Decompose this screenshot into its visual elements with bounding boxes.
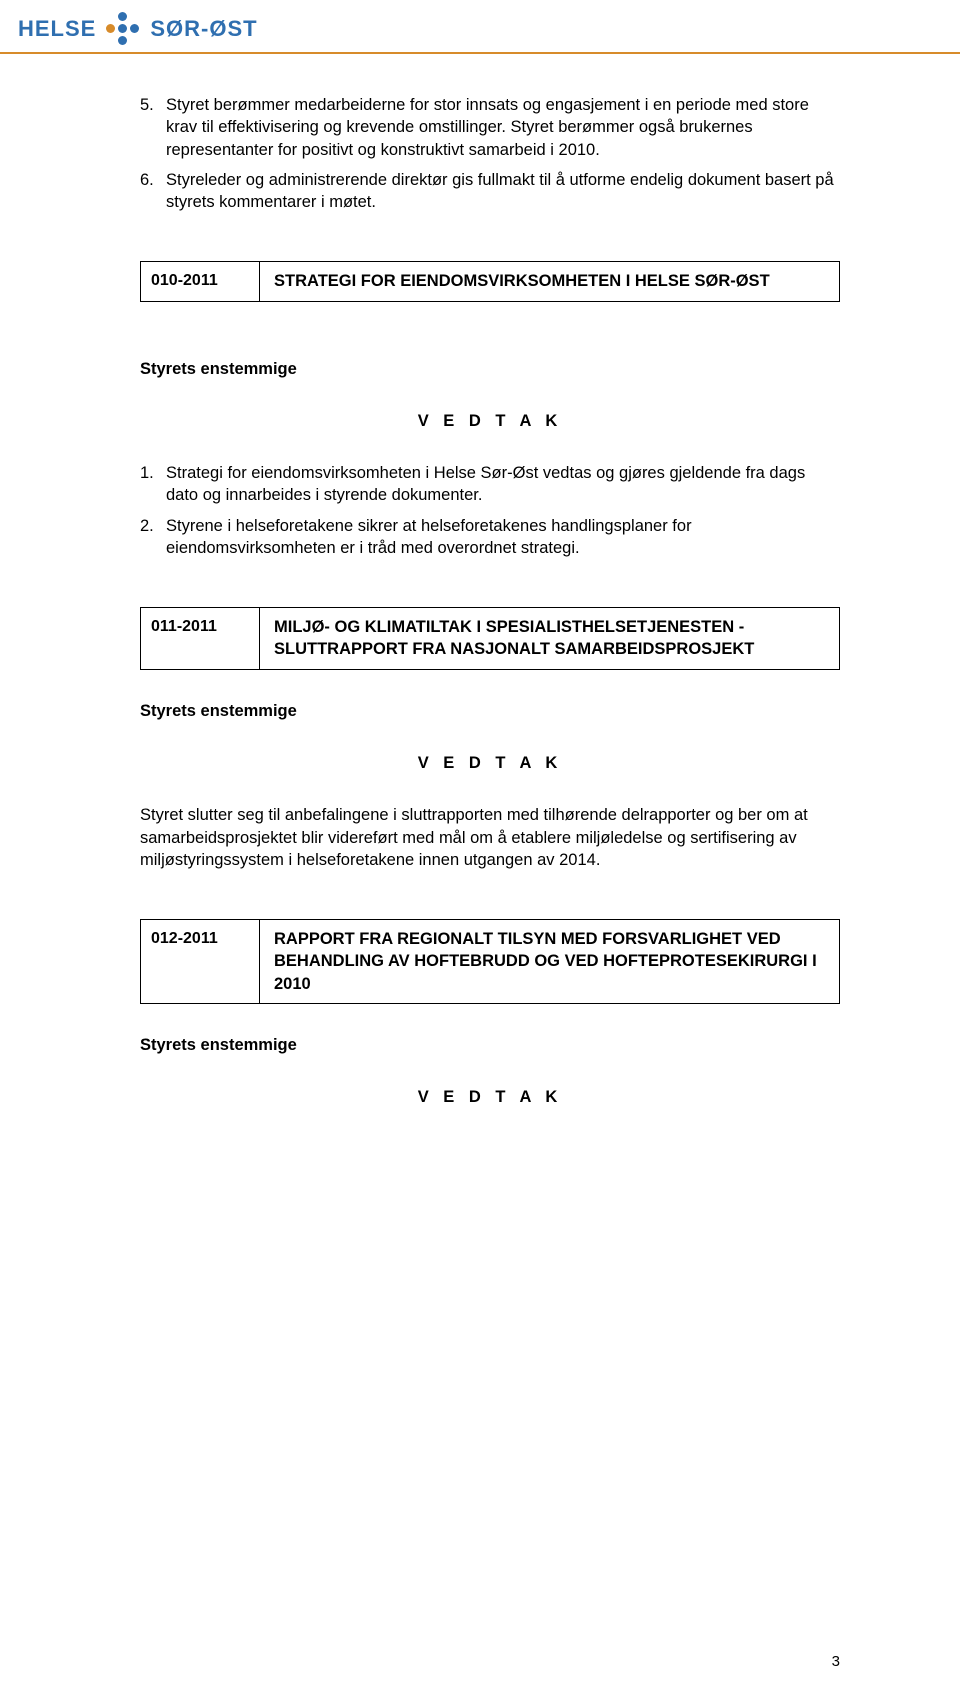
list-item: 1. Strategi for eiendomsvirksomheten i H… [140,462,840,507]
list-item-num: 1. [140,462,166,507]
page-content: 5. Styret berømmer medarbeiderne for sto… [0,54,960,1178]
vedtak-label: V E D T A K [140,752,840,774]
intro-item-text: Styreleder og administrerende direktør g… [166,169,840,214]
enstemmige-label: Styrets enstemmige [140,700,840,722]
list-item: 2. Styrene i helseforetakene sikrer at h… [140,515,840,560]
intro-item: 5. Styret berømmer medarbeiderne for sto… [140,94,840,161]
list-item-num: 2. [140,515,166,560]
logo-text-right: SØR-ØST [150,16,257,42]
logo-mark-icon [106,12,140,46]
enstemmige-label: Styrets enstemmige [140,1034,840,1056]
case-title: RAPPORT FRA REGIONALT TILSYN MED FORSVAR… [260,919,840,1004]
case-row: 011-2011 MILJØ- OG KLIMATILTAK I SPESIAL… [140,607,840,670]
enstemmige-label: Styrets enstemmige [140,358,840,380]
case-id: 011-2011 [140,607,260,670]
logo-bar: HELSE SØR-ØST [0,0,960,50]
intro-item-num: 6. [140,169,166,214]
case-id: 012-2011 [140,919,260,1004]
list-item-text: Styrene i helseforetakene sikrer at hels… [166,515,840,560]
section2-body: Styret slutter seg til anbefalingene i s… [140,804,840,871]
page-number: 3 [832,1653,840,1670]
section1-list: 1. Strategi for eiendomsvirksomheten i H… [140,462,840,559]
vedtak-label: V E D T A K [140,410,840,432]
case-row: 012-2011 RAPPORT FRA REGIONALT TILSYN ME… [140,919,840,1004]
intro-item-text: Styret berømmer medarbeiderne for stor i… [166,94,840,161]
vedtak-label: V E D T A K [140,1086,840,1108]
case-title: STRATEGI FOR EIENDOMSVIRKSOMHETEN I HELS… [260,261,840,301]
list-item-text: Strategi for eiendomsvirksomheten i Hels… [166,462,840,507]
case-title: MILJØ- OG KLIMATILTAK I SPESIALISTHELSET… [260,607,840,670]
intro-item: 6. Styreleder og administrerende direktø… [140,169,840,214]
intro-list: 5. Styret berømmer medarbeiderne for sto… [140,94,840,213]
case-row: 010-2011 STRATEGI FOR EIENDOMSVIRKSOMHET… [140,261,840,301]
case-id: 010-2011 [140,261,260,301]
logo-text-left: HELSE [18,16,96,42]
intro-item-num: 5. [140,94,166,161]
